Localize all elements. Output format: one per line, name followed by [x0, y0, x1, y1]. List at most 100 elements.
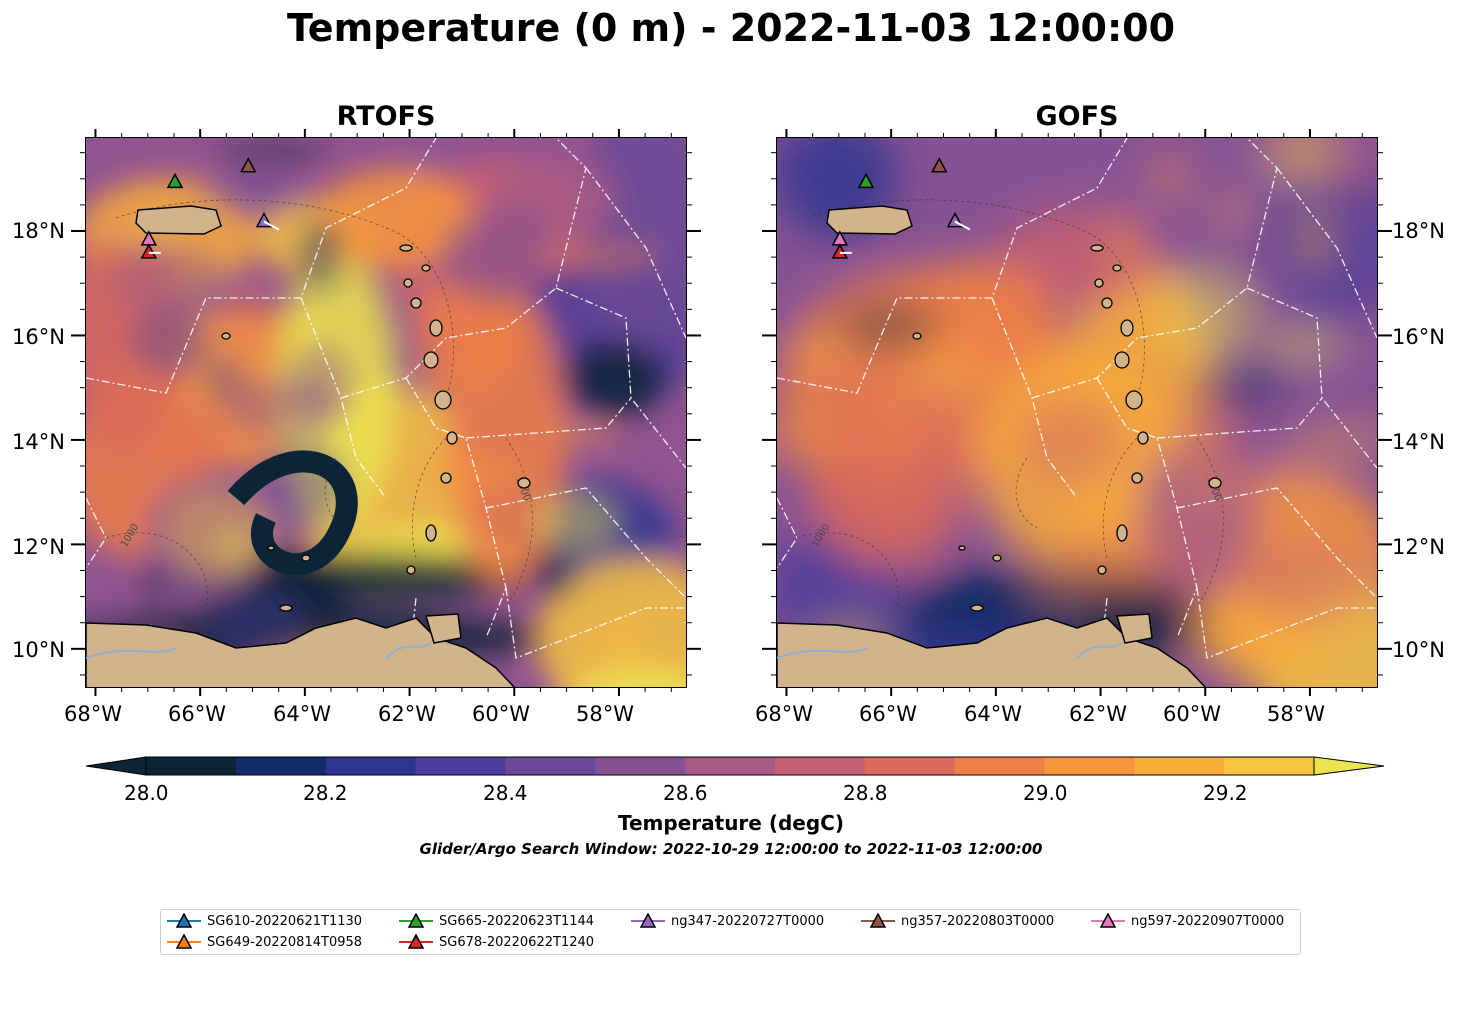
colorbar-tick-label: 28.2: [303, 781, 348, 805]
island: [1114, 351, 1130, 369]
glider-track: [263, 220, 280, 231]
temperature-blob: [208, 357, 240, 402]
temperature-blob: [227, 283, 274, 332]
temperature-blob: [1103, 282, 1187, 348]
legend-label: ng597-20220907T0000: [1131, 913, 1285, 929]
island: [421, 264, 431, 272]
temperature-blob: [1283, 427, 1377, 457]
glider-marker[interactable]: [831, 243, 849, 259]
eddy-feature: [227, 450, 358, 576]
colorbar-extend-high: [1313, 756, 1385, 776]
puerto-rico-island: [135, 205, 222, 235]
glider-marker[interactable]: [166, 172, 184, 189]
colorbar-segment: [146, 757, 237, 775]
island: [1208, 477, 1222, 489]
temperature-blob: [398, 145, 465, 171]
temperature-blob: [406, 278, 526, 398]
lat-label: 16°N: [12, 325, 65, 349]
colorbar-tick-label: 29.0: [1023, 781, 1068, 805]
island: [279, 604, 293, 612]
colorbar-segment: [1044, 757, 1135, 775]
trinidad-island: [425, 613, 462, 644]
colorbar-segment: [235, 757, 327, 775]
colorbar-segment: [685, 757, 776, 775]
colorbar-extend-low: [86, 756, 147, 776]
temperature-blob: [225, 378, 341, 438]
rtofs-map[interactable]: 1000 1000: [85, 137, 687, 688]
temperature-blob: [316, 168, 476, 268]
island: [912, 332, 922, 340]
island: [429, 319, 443, 337]
lon-label: 64°W: [273, 702, 331, 726]
lon-label: 60°W: [472, 702, 530, 726]
temperature-blob: [215, 141, 329, 165]
lon-label: 64°W: [964, 702, 1022, 726]
temperature-blob: [545, 421, 617, 448]
island: [970, 604, 984, 612]
temperature-blob: [777, 138, 826, 185]
triangle-marker-icon: [861, 913, 895, 928]
glider-marker[interactable]: [140, 243, 158, 259]
legend-label: SG665-20220623T1144: [439, 913, 595, 929]
glider-marker[interactable]: [931, 157, 948, 173]
legend-label: SG649-20220814T0958: [207, 934, 363, 950]
legend-label: SG610-20220621T1130: [207, 913, 363, 929]
temperature-blob: [1151, 151, 1188, 205]
colorbar-tick-label: 28.0: [124, 781, 169, 805]
island: [1094, 278, 1104, 288]
lon-label: 60°W: [1163, 702, 1221, 726]
legend-item: SG678-20220622T1240: [399, 934, 594, 950]
island: [958, 545, 966, 551]
colorbar-segment: [325, 757, 417, 775]
lat-label: 16°N: [1392, 325, 1445, 349]
temperature-blob: [214, 531, 254, 561]
temperature-blob: [536, 558, 686, 687]
lat-label: 10°N: [1392, 638, 1445, 662]
temperature-blob: [129, 306, 210, 377]
legend-label: SG678-20220622T1240: [439, 934, 595, 950]
lat-label: 14°N: [1392, 430, 1445, 454]
legend-label: ng347-20220727T0000: [671, 913, 825, 929]
colorbar-frame: [145, 756, 1315, 776]
glider-marker[interactable]: [240, 157, 257, 173]
lon-label: 62°W: [378, 702, 436, 726]
island: [301, 554, 311, 562]
triangle-marker-icon: [399, 934, 433, 949]
lat-label: 12°N: [12, 535, 65, 559]
glider-marker[interactable]: [857, 172, 875, 189]
temperature-blob: [783, 332, 850, 370]
temperature-blob: [1152, 267, 1257, 364]
puerto-rico-island: [826, 205, 913, 235]
island: [1120, 319, 1134, 337]
legend-label: ng357-20220803T0000: [901, 913, 1055, 929]
temperature-blob: [836, 304, 943, 348]
island: [1131, 472, 1143, 484]
island: [1125, 390, 1143, 410]
temperature-blob: [1195, 362, 1289, 411]
island: [446, 431, 458, 445]
temperature-blob: [1318, 192, 1377, 288]
colorbar-segment: [1224, 757, 1315, 775]
island: [1101, 297, 1113, 309]
lon-label: 58°W: [1267, 702, 1325, 726]
temperature-blob: [104, 245, 233, 310]
triangle-marker-icon: [399, 913, 433, 928]
island: [1097, 565, 1107, 575]
temperature-blob: [529, 492, 619, 553]
gofs-map[interactable]: 1000 1000: [776, 137, 1378, 688]
temperature-blob: [439, 209, 561, 306]
lat-label: 14°N: [12, 430, 65, 454]
temperature-blob: [531, 241, 660, 271]
south-america-land: [86, 617, 516, 687]
glider-track: [954, 220, 971, 231]
eez-boundaries: [777, 138, 1377, 687]
island: [410, 297, 422, 309]
triangle-marker-icon: [167, 934, 201, 949]
island: [399, 244, 413, 252]
colorbar-title: Temperature (degC): [618, 811, 844, 835]
river: [777, 642, 1123, 659]
temperature-blob: [391, 305, 426, 402]
colorbar-segment: [954, 757, 1045, 775]
